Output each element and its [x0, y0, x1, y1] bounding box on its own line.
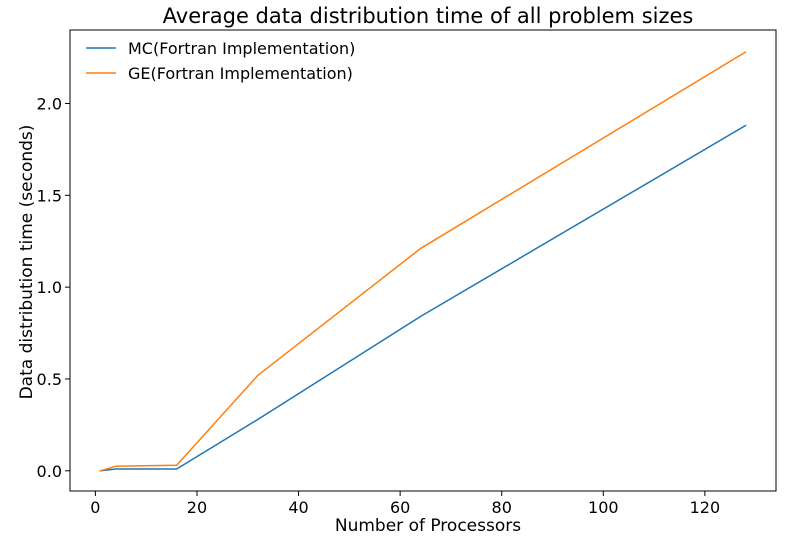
- legend-label: GE(Fortran Implementation): [128, 64, 353, 83]
- y-axis-label: Data distribution time (seconds): [17, 125, 37, 400]
- x-tick-label: 120: [690, 498, 721, 517]
- y-axis-ticks: 0.0 0.5 1.0 1.5 2.0: [37, 94, 70, 481]
- y-tick-label: 2.0: [37, 94, 62, 113]
- x-tick-label: 80: [492, 498, 512, 517]
- series-line-mc: [99, 124, 747, 472]
- x-tick-label: 0: [90, 498, 100, 517]
- x-axis-label: Number of Processors: [335, 516, 521, 536]
- series-line-ge: [99, 51, 747, 472]
- series-layer: [99, 51, 747, 472]
- x-tick-label: 60: [390, 498, 410, 517]
- chart-title: Average data distribution time of all pr…: [163, 4, 694, 28]
- legend-label: MC(Fortran Implementation): [128, 39, 355, 58]
- y-tick-label: 1.0: [37, 278, 62, 297]
- x-tick-label: 40: [288, 498, 308, 517]
- y-tick-label: 0.0: [37, 462, 62, 481]
- x-tick-label: 100: [588, 498, 619, 517]
- x-axis-ticks: 0 20 40 60 80 100 120: [90, 491, 720, 517]
- x-tick-label: 20: [187, 498, 207, 517]
- legend: MC(Fortran Implementation) GE(Fortran Imp…: [86, 39, 355, 83]
- y-tick-label: 0.5: [37, 370, 62, 389]
- y-tick-label: 1.5: [37, 186, 62, 205]
- plot-frame: [69, 29, 777, 492]
